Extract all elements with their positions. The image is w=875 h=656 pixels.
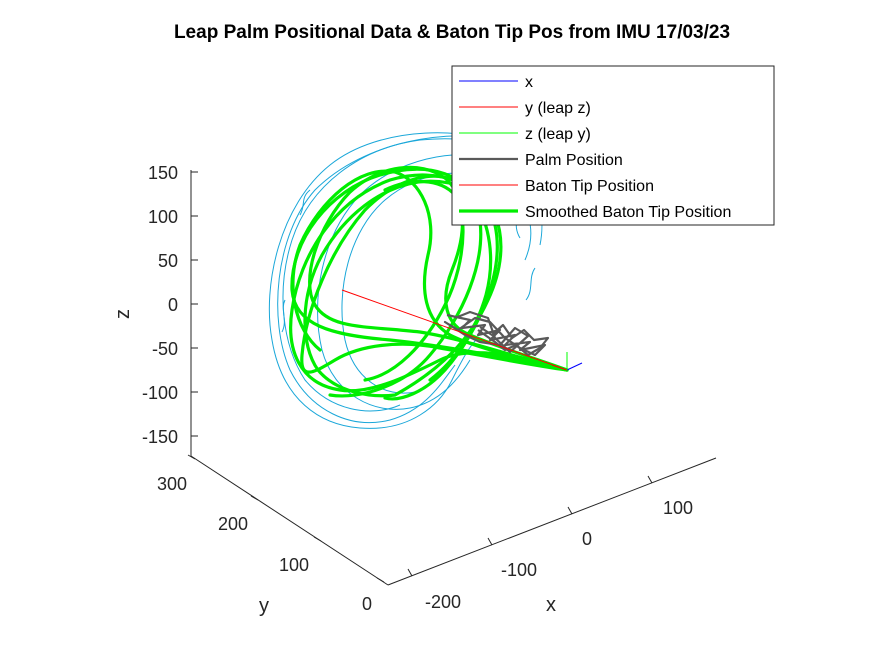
y-tick-mark [313,536,322,542]
x-tick-mark [407,568,413,577]
x-tick-label: 100 [663,498,693,518]
z-tick-label: 0 [168,295,178,315]
x-tick-mark [647,475,653,484]
x-tick-mark [487,537,493,546]
y-tick-mark [187,454,196,460]
x-tick-labels: -200 -100 0 100 [425,498,693,612]
legend-label: x [525,74,533,91]
legend-label: Palm Position [525,152,623,169]
legend-entry: x [459,74,533,91]
smoothed-loop [300,174,569,382]
legend-box [451,65,775,226]
legend-entry: z (leap y) [459,126,591,143]
x-tick-label: 0 [582,529,592,549]
z-tick-label: -100 [142,383,178,403]
x-axis-label: x [546,594,556,616]
x-axis-ticks [407,475,653,577]
axes-frame [190,170,717,586]
series-palm-position [443,310,550,357]
z-tick-label: 150 [148,163,178,183]
y-axis-label: y [259,595,269,617]
y-tick-label: 100 [279,555,309,575]
y-tick-mark [250,495,259,501]
y-axis-line [190,455,389,586]
series-smoothed-baton-tip [289,165,569,401]
z-tick-label: 50 [158,251,178,271]
legend-entry: y (leap z) [459,100,591,117]
y-tick-labels: 0 100 200 300 [157,474,372,614]
chart-title: Leap Palm Positional Data & Baton Tip Po… [174,22,730,43]
x-axis-line [387,457,717,586]
x-tick-label: -100 [501,560,537,580]
legend-entry: Smoothed Baton Tip Position [459,204,731,221]
palm-trace [477,323,550,357]
legend-entry: Baton Tip Position [459,178,654,195]
legend-label: z (leap y) [525,126,591,143]
raw-trace-loop [268,132,521,429]
y-tick-label: 200 [218,514,248,534]
legend-label: y (leap z) [525,100,591,117]
x-tick-mark [567,506,573,515]
z-tick-labels: 150 100 50 0 -50 -100 -150 [142,163,178,447]
y-axis-ticks [187,454,385,583]
local-x-axis [566,362,583,371]
legend-label: Baton Tip Position [525,178,654,195]
local-y-axis [551,364,568,371]
x-tick-label: -200 [425,592,461,612]
y-tick-label: 300 [157,474,187,494]
legend-label: Smoothed Baton Tip Position [525,204,731,221]
legend: x y (leap z) z (leap y) Palm Position Ba… [451,65,775,226]
baton-tip-line [341,289,568,371]
z-axis-ticks [191,171,198,437]
z-axis-label: z [112,309,134,319]
z-tick-label: 100 [148,207,178,227]
y-tick-mark [376,577,385,583]
y-tick-label: 0 [362,594,372,614]
z-tick-label: -50 [152,339,178,359]
legend-entry: Palm Position [459,152,623,169]
baton-vector [341,289,583,371]
z-tick-label: -150 [142,427,178,447]
palm-trace [443,310,547,357]
